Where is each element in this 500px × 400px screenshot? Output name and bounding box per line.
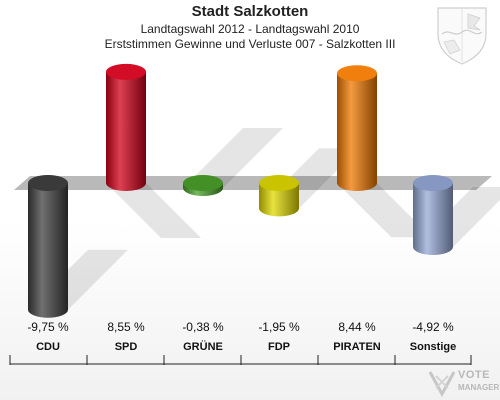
chart-title: Stadt Salzkotten (191, 3, 309, 20)
bar-cap (337, 65, 377, 82)
category-label: SPD (115, 341, 138, 353)
bar-body (28, 183, 68, 318)
value-label: -0,38 % (182, 320, 224, 334)
bar-cdu (28, 175, 68, 318)
bar-piraten (337, 65, 377, 191)
bar-body (337, 73, 377, 191)
bar-cap (413, 175, 453, 191)
chart-subtitle: Landtagswahl 2012 - Landtagswahl 2010 (140, 22, 360, 36)
coat-of-arms-icon (437, 7, 487, 65)
bar-shadow (183, 127, 283, 188)
watermark-manager: MANAGER (458, 383, 500, 392)
bar-body (413, 183, 453, 255)
bar-body (106, 71, 146, 191)
value-label: -4,92 % (412, 320, 454, 334)
bar-shadow (337, 183, 432, 238)
bar-body (259, 183, 299, 217)
bar-cap (183, 175, 223, 191)
value-label: -9,75 % (27, 320, 69, 334)
value-label: 8,44 % (338, 320, 376, 334)
bar-shadow (106, 183, 202, 239)
vote-manager-logo-icon (428, 371, 456, 398)
bar-grüne (183, 175, 223, 196)
chart-subtitle-detail: Erststimmen Gewinne und Verluste 007 - S… (104, 37, 396, 51)
bar-cap (106, 63, 146, 80)
bar-fdp (259, 175, 299, 217)
watermark-vote: VOTE (458, 369, 490, 381)
bar-spd (106, 63, 146, 191)
category-label: FDP (268, 341, 290, 353)
category-label: PIRATEN (333, 341, 381, 353)
category-label: Sonstige (410, 341, 456, 353)
value-label: -1,95 % (258, 320, 300, 334)
value-label: 8,55 % (107, 320, 145, 334)
bar-cap (259, 175, 299, 191)
category-label: GRÜNE (183, 340, 223, 353)
category-label: CDU (36, 341, 60, 353)
bar-cap (28, 175, 68, 191)
bar-sonstige (413, 175, 453, 255)
